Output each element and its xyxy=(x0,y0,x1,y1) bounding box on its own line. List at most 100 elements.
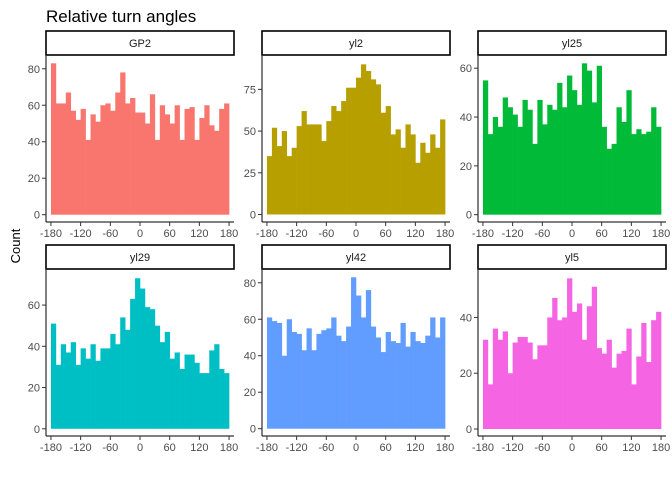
histogram-bar xyxy=(60,103,67,215)
histogram-bar xyxy=(576,104,583,215)
histogram-bar xyxy=(611,367,617,430)
y-tick-label: 40 xyxy=(28,137,40,149)
histogram-bar xyxy=(405,346,411,429)
histogram-bar xyxy=(390,341,396,429)
histogram-bar xyxy=(395,342,401,429)
histogram-bar xyxy=(370,326,377,429)
facet-panel-yl25: yl25 0 20 40 60 -180 -120 -60 0 60 120 180 xyxy=(460,30,670,240)
x-tick-label: 0 xyxy=(137,442,143,454)
histogram-bar xyxy=(115,344,121,429)
x-tick-label: -60 xyxy=(534,442,550,454)
histogram-bar xyxy=(420,142,426,215)
histogram-bar xyxy=(326,121,332,215)
histogram-bar xyxy=(497,339,504,430)
histogram-bar xyxy=(276,146,283,215)
histogram-bar xyxy=(130,97,136,215)
histogram-bar xyxy=(346,326,352,429)
y-tick-label: 80 xyxy=(28,64,40,76)
histogram-bar xyxy=(351,277,357,429)
histogram-bar xyxy=(487,384,494,430)
histogram-bar xyxy=(502,331,508,430)
y-tick-label: 20 xyxy=(244,387,256,399)
histogram-bar xyxy=(209,350,215,429)
histogram-bar xyxy=(375,337,382,429)
histogram-bar xyxy=(90,344,96,429)
x-tick-label: 0 xyxy=(353,442,359,454)
histogram-bar xyxy=(281,131,288,215)
histogram-bar xyxy=(85,358,91,429)
facet-panel-yl42: yl42 0 20 40 60 80 -180 -120 -60 0 60 120 180 xyxy=(244,244,454,454)
histogram-bar xyxy=(85,139,91,215)
histogram-bar xyxy=(425,152,431,215)
y-axis-title: Count xyxy=(8,228,23,263)
histogram-bar xyxy=(410,134,416,215)
histogram-bar xyxy=(306,124,312,215)
histogram-bar xyxy=(321,330,327,429)
histogram-bar xyxy=(291,332,297,429)
histogram-bar xyxy=(512,342,518,430)
histogram-bar xyxy=(286,319,292,429)
histogram-bar xyxy=(636,356,642,430)
facet-strip xyxy=(45,30,235,56)
histogram-bar xyxy=(365,71,372,215)
histogram-bar xyxy=(281,355,288,429)
histogram-bar xyxy=(140,112,146,215)
histogram-bar xyxy=(591,286,598,430)
histogram-bar xyxy=(425,335,431,429)
x-tick-label: 180 xyxy=(436,228,454,240)
histogram-bar xyxy=(174,352,180,429)
facet-strip-label: yl5 xyxy=(565,252,579,264)
x-tick-label: 120 xyxy=(406,228,424,240)
histogram-bar xyxy=(562,317,568,430)
histogram-bar xyxy=(492,117,499,215)
histogram-bar xyxy=(651,107,657,215)
chart-title: Relative turn angles xyxy=(46,7,196,26)
histogram-bar xyxy=(70,342,76,429)
histogram-bar xyxy=(375,84,382,215)
histogram-bar xyxy=(435,337,441,429)
x-tick-label: -60 xyxy=(102,228,118,240)
histogram-bar xyxy=(105,348,111,429)
facet-panels: GP2 0 20 40 60 80 -180 -120 -60 0 60 120 180 yl2 0 25 50… xyxy=(28,30,670,454)
histogram-bar xyxy=(140,288,146,429)
histogram-bar xyxy=(435,147,441,215)
histogram-bar xyxy=(159,105,166,215)
histogram-bar xyxy=(400,147,406,215)
histogram-bar xyxy=(552,109,558,215)
y-tick-label: 20 xyxy=(460,368,472,380)
y-tick-label: 0 xyxy=(250,424,256,436)
histogram-bar xyxy=(80,348,86,429)
histogram-bar xyxy=(420,342,426,429)
histogram-bar xyxy=(341,101,347,215)
y-tick-label: 0 xyxy=(34,424,40,436)
x-tick-label: 60 xyxy=(596,228,608,240)
y-tick-label: 80 xyxy=(244,278,256,290)
histogram-bar xyxy=(149,94,156,215)
histogram-bar xyxy=(562,107,568,215)
y-tick-label: 20 xyxy=(460,161,472,173)
histogram-bar xyxy=(169,358,175,429)
facet-panel-yl5: yl5 0 20 40 -180 -120 -60 0 60 120 180 xyxy=(460,244,670,454)
histogram-bar xyxy=(482,339,489,430)
x-tick-label: 60 xyxy=(164,228,176,240)
histogram-bar xyxy=(646,362,652,430)
histogram-bar xyxy=(110,333,116,429)
histogram-bar xyxy=(194,362,200,429)
x-tick-label: -120 xyxy=(286,228,308,240)
histogram-bar xyxy=(199,118,205,215)
histogram-bar xyxy=(306,328,312,429)
x-tick-label: 120 xyxy=(190,228,208,240)
y-tick-label: 40 xyxy=(460,112,472,124)
histogram-bar xyxy=(492,328,499,430)
histogram-bar xyxy=(100,348,106,429)
histogram-bar xyxy=(601,353,607,430)
histogram-bar xyxy=(400,322,406,429)
histogram-bar xyxy=(189,354,195,429)
histogram-bar xyxy=(616,353,622,430)
x-tick-label: 60 xyxy=(380,442,392,454)
x-tick-label: 60 xyxy=(596,442,608,454)
facet-strip xyxy=(261,244,451,270)
histogram-bar xyxy=(542,345,548,430)
histogram-bar xyxy=(321,141,327,215)
y-tick-label: 40 xyxy=(460,312,472,324)
